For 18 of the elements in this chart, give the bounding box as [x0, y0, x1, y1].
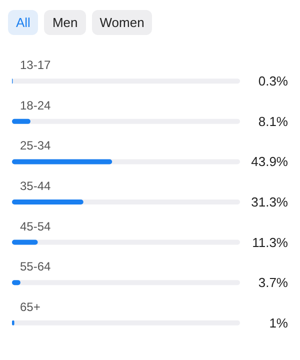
- bar: [12, 240, 38, 245]
- data-label: 31.3%: [251, 194, 288, 210]
- data-label: 43.9%: [251, 154, 288, 170]
- data-label: 8.1%: [258, 114, 288, 129]
- y-tick-label: 35-44: [20, 179, 52, 193]
- y-tick-label: 25-34: [20, 138, 52, 153]
- tab: All: [8, 10, 38, 35]
- tab: Women: [92, 10, 152, 35]
- data-label: 11.3%: [252, 234, 288, 250]
- y-tick-label: 55-64: [20, 260, 52, 274]
- data-label: 0.3%: [258, 74, 288, 89]
- tab: Men: [44, 10, 86, 35]
- y-tick-label: 45-54: [20, 219, 52, 234]
- y-tick-label: 13-17: [20, 58, 52, 72]
- data-label: 3.7%: [258, 275, 288, 290]
- y-tick-label: 18-24: [20, 98, 52, 112]
- data-label: 1%: [269, 315, 288, 330]
- y-tick-label: 65+: [20, 300, 40, 314]
